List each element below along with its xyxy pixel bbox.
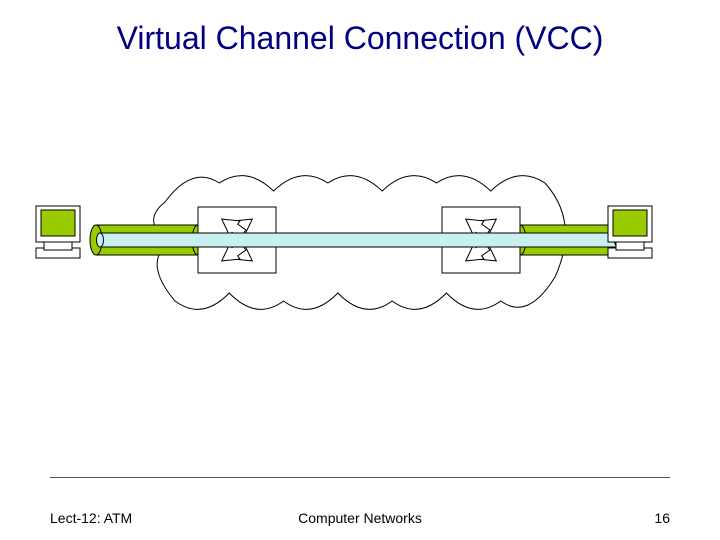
page-title: Virtual Channel Connection (VCC) [0, 20, 720, 57]
vcc-diagram [0, 130, 720, 350]
footer-page: 16 [654, 510, 670, 526]
slide: Virtual Channel Connection (VCC) Lect-12… [0, 0, 720, 540]
footer-rule [50, 477, 670, 478]
computer-icon [36, 206, 80, 258]
footer-center: Computer Networks [50, 510, 670, 526]
vcc-channel-cap [97, 233, 104, 247]
vcc-channel [100, 233, 618, 247]
computer-icon [608, 206, 652, 258]
